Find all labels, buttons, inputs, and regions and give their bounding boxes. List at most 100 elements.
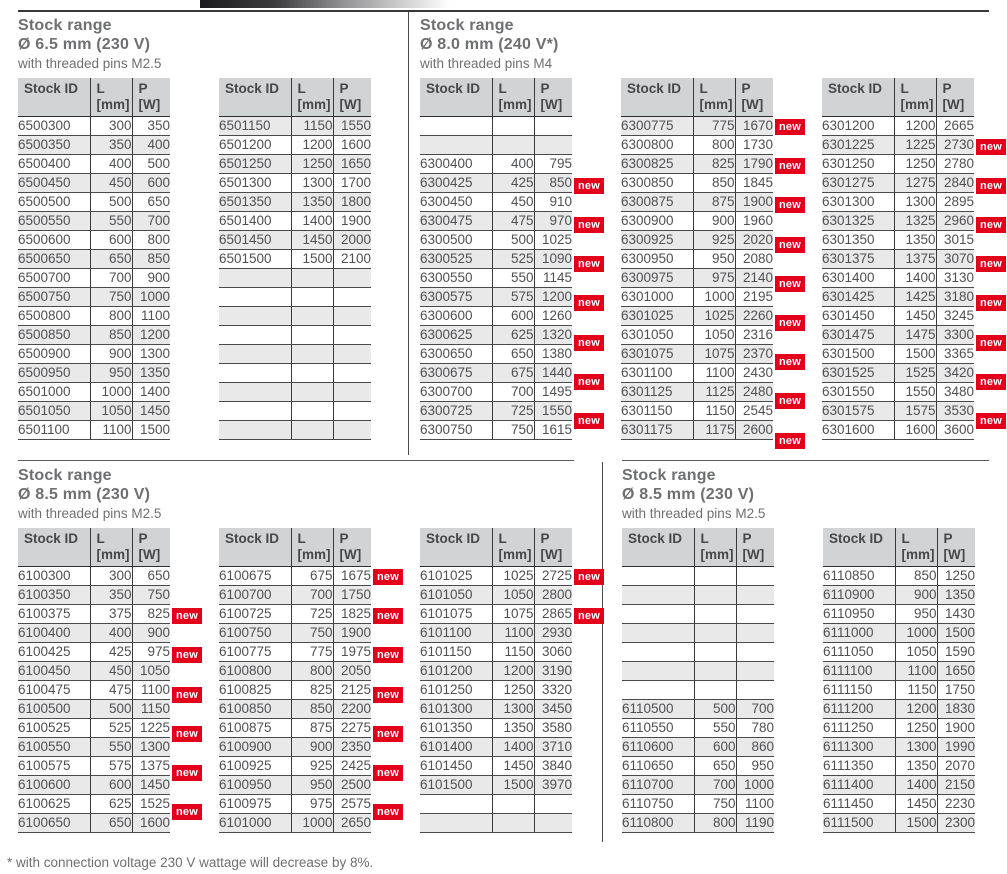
length-cell: 550 [694, 718, 737, 738]
table-header-row: Stock ID L [mm] P [W] [420, 528, 572, 567]
length-cell: 1000 [291, 813, 334, 833]
table-header-row: Stock ID L [mm] P [W] [823, 528, 975, 567]
power-cell: 2895 [936, 192, 974, 212]
table-row: 6500450 450 600 [18, 173, 170, 193]
table-row: 6501500 1500 2100 [219, 249, 371, 269]
length-cell [291, 363, 334, 383]
stock-id-header: Stock ID [18, 528, 91, 567]
stock-id-cell: 6500300 [18, 116, 91, 136]
power-cell: 1380 [534, 344, 572, 364]
stock-id-cell: 6110550 [622, 718, 695, 738]
length-cell: 400 [90, 623, 133, 643]
length-cell: 1500 [894, 344, 937, 364]
table-header-row: Stock ID L [mm] P [W] [219, 78, 371, 117]
table-row: 6111200 1200 1830 [823, 699, 975, 719]
table-row: 6501200 1200 1600 [219, 135, 371, 155]
length-cell: 1400 [894, 268, 937, 288]
table-row [219, 287, 371, 307]
section-stock-range-8-0mm: Stock range Ø 8.0 mm (240 V*) with threa… [420, 16, 1007, 449]
table-row: 6501100 1100 1500 [18, 420, 170, 440]
table-row: 6110550 550 780 [622, 718, 774, 738]
power-cell: 3420 [936, 363, 974, 383]
stock-id-cell: 6100550 [18, 737, 91, 757]
section-title: Stock range [622, 467, 716, 484]
table-row: 6100500 500 1150 [18, 699, 170, 719]
length-cell: 1050 [693, 325, 736, 345]
stock-id-cell: 6110900 [823, 585, 896, 605]
length-cell: 700 [694, 775, 737, 795]
length-header: L [mm] [291, 78, 334, 117]
length-cell [694, 680, 737, 700]
power-cell: 650 [132, 566, 170, 586]
power-cell: 2370 [735, 344, 773, 364]
stock-id-header: Stock ID [823, 528, 896, 567]
length-cell: 1200 [894, 116, 937, 136]
power-cell [333, 306, 371, 326]
stock-id-cell: 6501150 [219, 116, 292, 136]
stock-table-wrap: Stock ID L [mm] P [W] 6501150 1150 1550 6501200 1… [219, 78, 409, 440]
power-cell: 1830 [937, 699, 975, 719]
stock-id-cell: 6110650 [622, 756, 695, 776]
stock-id-cell [420, 135, 493, 155]
table-head: Stock ID L [mm] P [W] [822, 78, 974, 117]
section-stock-range-6-5mm: Stock range Ø 6.5 mm (230 V) with thread… [18, 16, 408, 440]
bottom-left-rule [18, 460, 574, 461]
table-row: 6110750 750 1100 [622, 794, 774, 814]
length-cell: 1150 [693, 401, 736, 421]
table-row: 6100575 575 1375 [18, 756, 170, 776]
power-cell: 2050 [333, 661, 371, 681]
length-cell: 1125 [693, 382, 736, 402]
power-cell: 1800 [333, 192, 371, 212]
power-cell [333, 325, 371, 345]
table-row: 6301475 1475 3300 [822, 325, 974, 345]
length-cell: 1300 [492, 699, 535, 719]
table-row [219, 325, 371, 345]
table-row: 6100950 950 2500 [219, 775, 371, 795]
stock-id-cell [219, 325, 292, 345]
power-cell: 1750 [937, 680, 975, 700]
power-cell: 825 [132, 604, 170, 624]
length-cell: 950 [693, 249, 736, 269]
length-cell: 750 [90, 287, 133, 307]
table-row: 6301300 1300 2895 [822, 192, 974, 212]
stock-id-cell: 6500350 [18, 135, 91, 155]
table-row [219, 344, 371, 364]
table-row: 6501250 1250 1650 [219, 154, 371, 174]
stock-id-cell: 6301550 [822, 382, 895, 402]
power-cell: 1320 [534, 325, 572, 345]
stock-id-cell: 6100625 [18, 794, 91, 814]
stock-id-cell [622, 642, 695, 662]
power-cell [736, 623, 774, 643]
length-cell: 1200 [291, 135, 334, 155]
table-row: 6300775 775 1670 [621, 116, 773, 136]
length-cell: 475 [492, 211, 535, 231]
power-cell: 1450 [132, 775, 170, 795]
new-badge: new [775, 119, 805, 135]
stock-id-cell: 6100850 [219, 699, 292, 719]
table-row: 6101050 1050 2800 [420, 585, 572, 605]
stock-id-cell: 6301425 [822, 287, 895, 307]
table-head: Stock ID L [mm] P [W] [420, 78, 572, 117]
table-header-row: Stock ID L [mm] P [W] [18, 78, 170, 117]
table-row: 6100850 850 2200 [219, 699, 371, 719]
stock-id-cell: 6100700 [219, 585, 292, 605]
power-cell: 1500 [132, 420, 170, 440]
table-row: 6301250 1250 2780 [822, 154, 974, 174]
length-cell: 700 [492, 382, 535, 402]
stock-id-cell: 6501100 [18, 420, 91, 440]
power-cell: 2260 [735, 306, 773, 326]
table-body: 6500300 300 350 6500350 350 400 6500400 400 500 6… [18, 116, 170, 440]
stock-id-header: Stock ID [420, 78, 493, 117]
length-cell: 550 [90, 737, 133, 757]
length-cell: 625 [492, 325, 535, 345]
power-cell: 1550 [333, 116, 371, 136]
power-cell: 800 [132, 230, 170, 250]
length-cell: 1375 [894, 249, 937, 269]
table-row: 6300425 425 850 [420, 173, 572, 193]
table-head: Stock ID L [mm] P [W] [621, 78, 773, 117]
top-rule [18, 10, 989, 12]
table-row: 6300725 725 1550 [420, 401, 572, 421]
stock-id-cell: 6301375 [822, 249, 895, 269]
power-cell: 910 [534, 192, 572, 212]
